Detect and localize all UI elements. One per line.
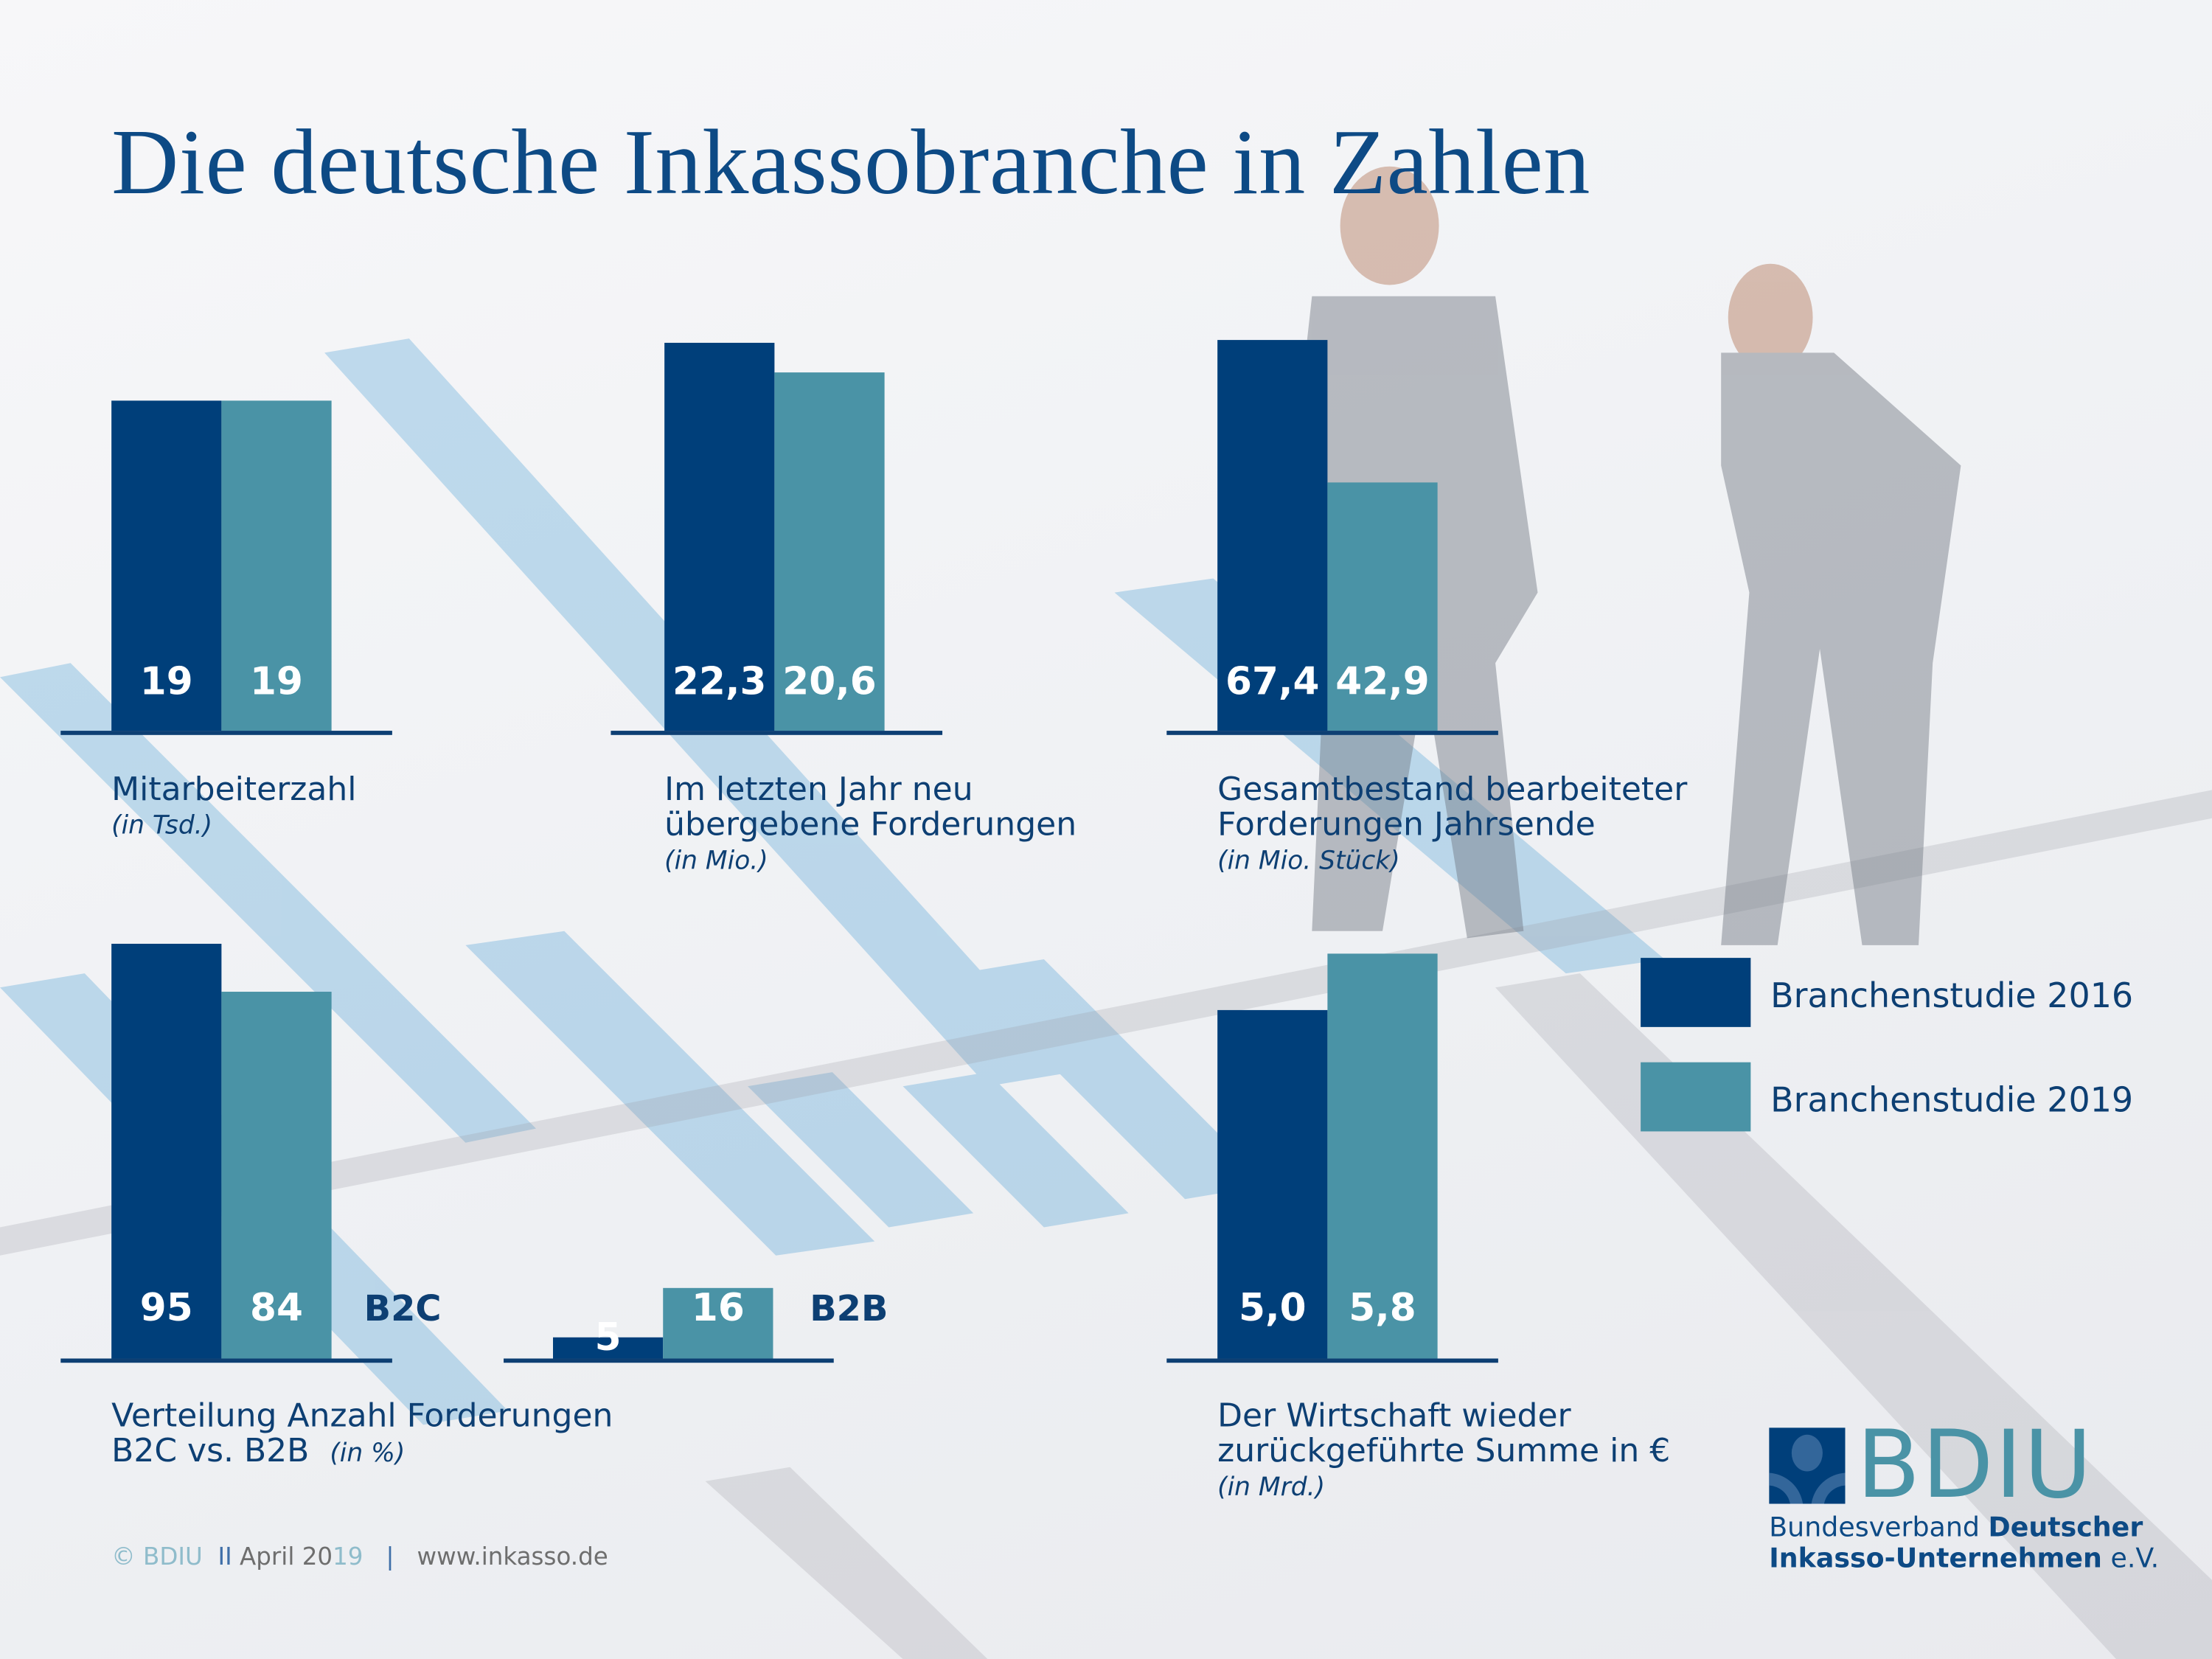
separator: | [386, 1543, 394, 1572]
caption-neue-forderungen: Im letzten Jahr neu übergebene Forderung… [664, 773, 1077, 878]
copyright: © BDIU [111, 1543, 203, 1572]
logo-text: Bundesverband [1769, 1512, 1980, 1544]
value-label: 19 [250, 660, 303, 704]
chart-title-line: Im letzten Jahr neu [664, 771, 973, 809]
bar-c3b-0 [553, 1336, 664, 1359]
value-label: 20,6 [782, 660, 877, 704]
bar-c0-1 [221, 400, 332, 731]
value-label: 42,9 [1335, 660, 1430, 704]
bar-c3b-1 [663, 1288, 773, 1359]
chart-unit: (in Mio.) [664, 846, 768, 877]
bdiu-logo-icon [1769, 1427, 1846, 1504]
date-year-suffix: 19 [333, 1543, 364, 1572]
logo-text: e.V. [2110, 1543, 2160, 1575]
value-label: 5 [594, 1316, 622, 1360]
chart-baseline [60, 731, 392, 735]
value-label: 19 [139, 660, 193, 704]
caption-mitarbeiterzahl: Mitarbeiterzahl (in Tsd.) [111, 773, 356, 844]
chart-title-line: B2C vs. B2B [111, 1433, 310, 1470]
bar-c3a-1 [221, 992, 332, 1359]
chart-baseline [1166, 1358, 1498, 1363]
logo-wordmark: BDIU [1856, 1411, 2094, 1520]
chart-baseline [611, 731, 943, 735]
bar-c4-1 [1327, 954, 1438, 1359]
website-link[interactable]: www.inkasso.de [417, 1543, 608, 1572]
chart-title-line: Gesamtbestand bearbeiteter [1217, 771, 1688, 809]
caption-verteilung: Verteilung Anzahl Forderungen B2C vs. B2… [111, 1399, 613, 1472]
group-label-b2b: B2B [810, 1287, 888, 1329]
chart-title-line: zurückgeführte Summe in € [1217, 1433, 1671, 1470]
bar-c1-1 [774, 372, 885, 731]
value-label: 5,8 [1349, 1286, 1416, 1331]
bar-c2-0 [1217, 340, 1328, 731]
value-label: 16 [691, 1286, 745, 1331]
chart-title: Mitarbeiterzahl [111, 771, 357, 809]
legend-swatch-2016 [1641, 958, 1751, 1027]
value-label: 5,0 [1239, 1286, 1307, 1331]
legend-swatch-2019 [1641, 1062, 1751, 1132]
chart-unit: (in Tsd.) [111, 811, 213, 841]
bar-c2-1 [1327, 481, 1438, 731]
chart-baseline [1166, 731, 1498, 735]
value-label: 95 [139, 1286, 193, 1331]
logo-text: Inkasso-Unternehmen [1769, 1543, 2102, 1575]
legend-label-2019: Branchenstudie 2019 [1770, 1080, 2134, 1121]
logo-subtitle: Bundesverband Deutscher Inkasso-Unterneh… [1769, 1512, 2159, 1574]
date: April 20 [240, 1543, 333, 1572]
chart-baseline [504, 1358, 834, 1363]
caption-gesamtbestand: Gesamtbestand bearbeiteter Forderungen J… [1217, 773, 1687, 878]
page-title: Die deutsche Inkassobranche in Zahlen [111, 111, 1591, 215]
bar-c1-0 [664, 342, 775, 731]
chart-title-line: Forderungen Jahrsende [1217, 807, 1596, 844]
bar-c4-0 [1217, 1009, 1328, 1359]
value-label: 67,4 [1225, 660, 1320, 704]
chart-baseline [60, 1358, 392, 1363]
chart-unit: (in %) [330, 1439, 406, 1469]
chart-unit: (in Mio. Stück) [1217, 846, 1400, 877]
separator: II [218, 1543, 232, 1572]
chart-title-line: übergebene Forderungen [664, 807, 1077, 844]
chart-unit: (in Mrd.) [1217, 1472, 1326, 1503]
chart-title-line: Der Wirtschaft wieder [1217, 1398, 1571, 1435]
legend-label-2016: Branchenstudie 2016 [1770, 975, 2134, 1016]
logo-text: Deutscher [1988, 1512, 2143, 1544]
chart-title-line: Verteilung Anzahl Forderungen [111, 1398, 613, 1435]
footer: © BDIU II April 2019 | www.inkasso.de [111, 1543, 608, 1571]
group-label-b2c: B2C [364, 1287, 442, 1329]
caption-summe: Der Wirtschaft wieder zurückgeführte Sum… [1217, 1399, 1670, 1505]
value-label: 22,3 [672, 660, 767, 704]
bar-c3a-0 [111, 943, 222, 1359]
value-label: 84 [250, 1286, 303, 1331]
bar-c0-0 [111, 400, 222, 731]
